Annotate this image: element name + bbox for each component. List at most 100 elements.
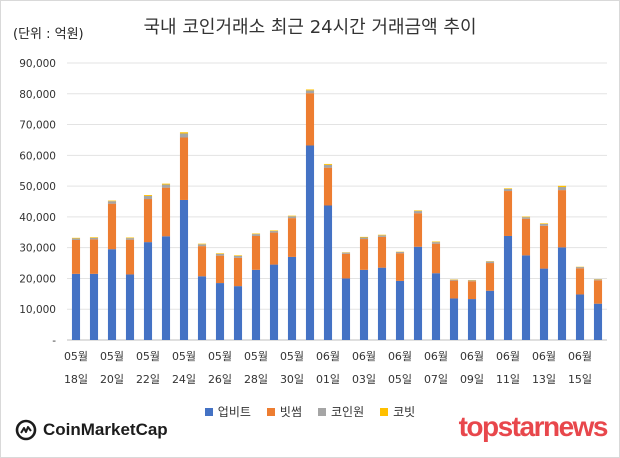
- bar-segment: [503, 191, 513, 236]
- legend-item: 코인원: [318, 403, 364, 420]
- x-tick-label-month: 05월: [100, 350, 124, 363]
- bar-segment: [71, 238, 81, 240]
- bar-segment: [269, 232, 279, 265]
- bar-segment: [323, 205, 333, 340]
- x-tick-label-month: 06월: [496, 350, 520, 363]
- bar-segment: [125, 238, 135, 240]
- bar-segment: [557, 190, 567, 248]
- bar-segment: [269, 231, 279, 233]
- bar-segment: [359, 236, 369, 238]
- y-tick-label: 20,000: [19, 273, 56, 285]
- bar-segment: [71, 273, 81, 340]
- bar-segment: [449, 279, 459, 281]
- bar-segment: [125, 239, 135, 275]
- legend-swatch: [380, 407, 389, 416]
- chart-title: 국내 코인거래소 최근 24시간 거래금액 추이: [143, 17, 477, 38]
- bar-segment: [197, 243, 207, 245]
- bar-segment: [485, 261, 495, 264]
- x-tick-label-month: 06월: [388, 350, 412, 363]
- bar-segment: [485, 263, 495, 291]
- x-tick-label-month: 06월: [568, 350, 592, 363]
- bar-segment: [197, 244, 207, 247]
- bar-segment: [107, 200, 117, 202]
- bar-segment: [575, 267, 585, 269]
- bar-segment: [359, 237, 369, 240]
- bar-segment: [215, 283, 225, 340]
- bar-segment: [233, 255, 243, 258]
- bar-segment: [413, 246, 423, 340]
- x-tick-label-month: 05월: [136, 350, 160, 363]
- brand-logo: topstarnews: [458, 411, 609, 442]
- coinmarketcap-icon: [15, 419, 37, 441]
- bar-segment: [431, 241, 441, 243]
- bar-segment: [593, 279, 603, 281]
- bar-segment: [305, 93, 315, 146]
- bar-segment: [521, 216, 531, 218]
- bar-segment: [557, 187, 567, 191]
- x-tick-label-day: 30일: [280, 372, 304, 386]
- x-tick-label-day: 11일: [496, 372, 520, 386]
- bar-segment: [233, 255, 243, 256]
- bar-segment: [539, 225, 549, 269]
- bar-segment: [359, 239, 369, 270]
- x-tick-label-month: 05월: [244, 350, 268, 363]
- stacked-bar-chart: - 10,000 20,000 30,000 40,000 50,000 60,000 70,…: [19, 58, 607, 386]
- legend-label: 코빗: [393, 405, 416, 419]
- bar-segment: [269, 230, 279, 232]
- x-tick-label-month: 05월: [280, 350, 304, 363]
- bar-segment: [89, 237, 99, 240]
- bar-segment: [431, 243, 441, 274]
- bar-segment: [215, 253, 225, 256]
- bar-segment: [557, 185, 567, 188]
- bar-segment: [125, 237, 135, 239]
- bar-segment: [287, 215, 297, 217]
- legend-item: 코빗: [380, 403, 415, 420]
- x-tick-label-day: 22일: [136, 372, 160, 386]
- x-tick-label-month: 06월: [424, 350, 448, 363]
- bar-segment: [557, 247, 567, 340]
- bar-segment: [287, 256, 297, 340]
- legend-item: 빗썸: [266, 403, 302, 420]
- bar-segment: [143, 199, 153, 243]
- bar-segment: [251, 269, 261, 340]
- bar-segment: [71, 237, 81, 239]
- x-tick-label-month: 06월: [316, 350, 340, 363]
- x-tick-label-day: 13일: [532, 372, 556, 386]
- x-tick-label-day: 20일: [100, 372, 124, 386]
- legend: 업비트 빗썸 코인원 코빗: [1, 403, 619, 420]
- x-tick-label-day: 24일: [172, 372, 196, 386]
- x-tick-label-month: 06월: [352, 350, 376, 363]
- y-tick-label: 40,000: [19, 212, 56, 224]
- bar-segment: [413, 210, 423, 212]
- x-tick-label-month: 05월: [208, 350, 232, 363]
- x-tick-label-month: 05월: [172, 350, 196, 363]
- bar-segment: [503, 188, 513, 192]
- y-tick-label: 60,000: [19, 150, 56, 162]
- bar-segment: [467, 299, 477, 340]
- source-name: CoinMarketCap: [43, 420, 168, 439]
- bar-segment: [377, 235, 387, 237]
- bar-segment: [161, 184, 171, 188]
- bar-segment: [179, 199, 189, 340]
- x-tick-label-day: 26일: [208, 372, 232, 386]
- bar-segment: [107, 201, 117, 204]
- bar-segment: [575, 294, 585, 340]
- x-tick-label-month: 06월: [532, 350, 556, 363]
- legend-label: 업비트: [217, 405, 251, 419]
- bar-segment: [449, 280, 459, 299]
- x-tick-label-day: 03일: [352, 372, 376, 386]
- bar-segment: [197, 246, 207, 277]
- bar-segment: [539, 268, 549, 340]
- bar-segment: [341, 253, 351, 279]
- bar-segment: [107, 203, 117, 250]
- bar-segment: [467, 281, 477, 300]
- bar-segment: [593, 303, 603, 340]
- bar-segment: [161, 187, 171, 237]
- bar-segment: [485, 290, 495, 340]
- y-tick-label: 90,000: [19, 58, 56, 70]
- bar-segment: [179, 133, 189, 138]
- bar-segment: [377, 234, 387, 236]
- y-tick-label: 70,000: [19, 120, 56, 132]
- coinmarketcap-logo: CoinMarketCap: [15, 419, 168, 441]
- x-tick-label-day: 01일: [316, 372, 340, 386]
